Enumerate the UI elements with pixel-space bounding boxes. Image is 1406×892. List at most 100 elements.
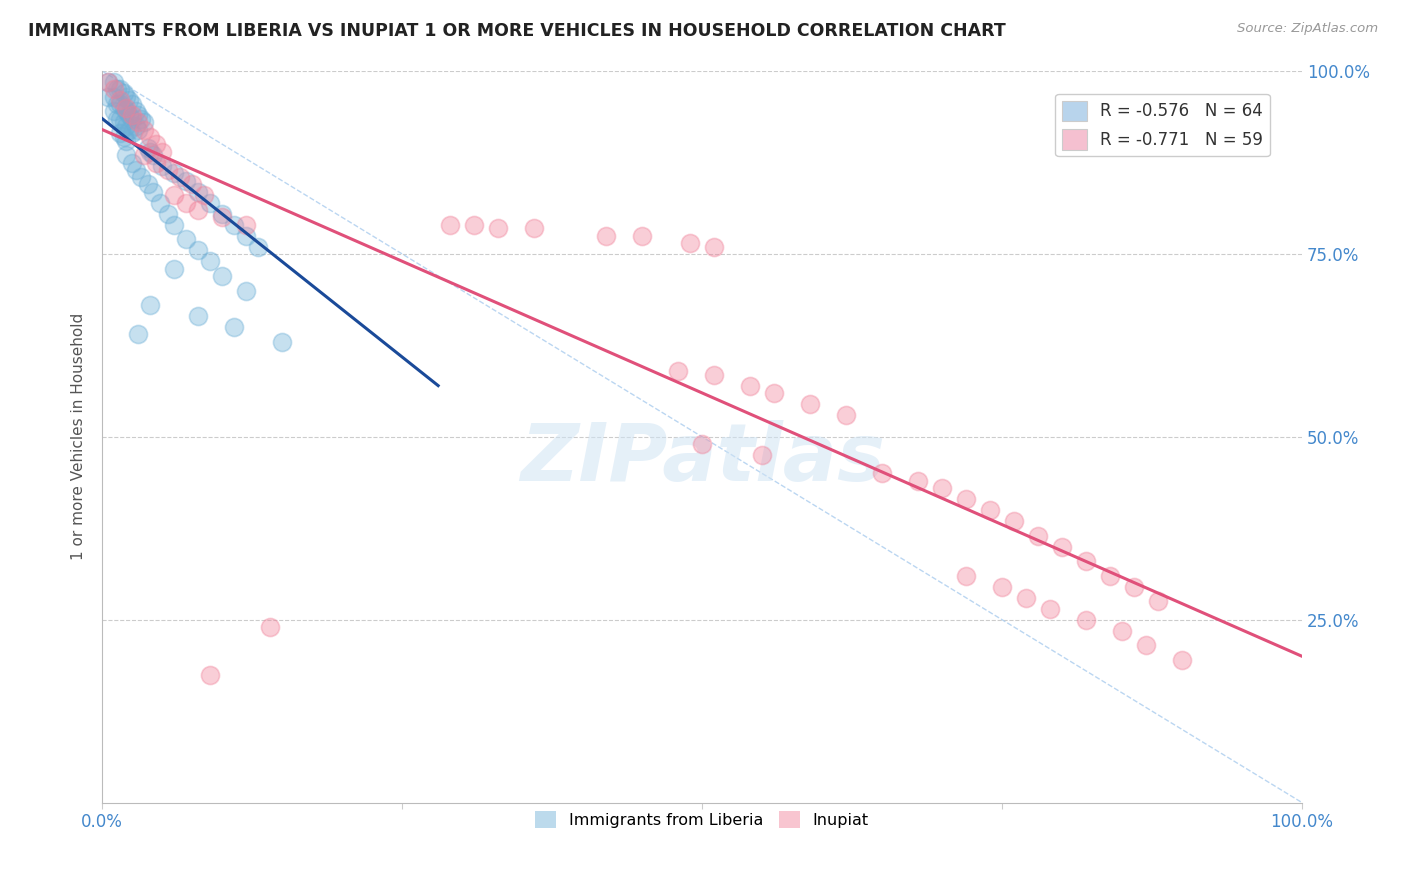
Text: IMMIGRANTS FROM LIBERIA VS INUPIAT 1 OR MORE VEHICLES IN HOUSEHOLD CORRELATION C: IMMIGRANTS FROM LIBERIA VS INUPIAT 1 OR … (28, 22, 1005, 40)
Point (1074, 613, 1097, 627)
Point (134, 115, 156, 129)
Point (115, 134, 138, 148)
Point (108, 93, 131, 107)
Point (1171, 653, 1194, 667)
Point (97, 89, 120, 103)
Point (136, 178, 159, 192)
Point (193, 188, 215, 202)
Text: Source: ZipAtlas.com: Source: ZipAtlas.com (1237, 22, 1378, 36)
Point (142, 185, 165, 199)
Point (108, 126, 131, 140)
Point (117, 122, 139, 136)
Point (211, 207, 233, 221)
Point (955, 569, 977, 583)
Point (121, 97, 143, 112)
Point (121, 112, 143, 126)
Point (163, 166, 186, 180)
Point (163, 188, 186, 202)
Point (991, 580, 1014, 594)
Point (1026, 528, 1049, 542)
Point (200, 254, 222, 268)
Point (907, 474, 929, 488)
Point (439, 218, 461, 232)
Point (259, 620, 281, 634)
Point (157, 162, 180, 177)
Point (103, 104, 125, 119)
Point (1111, 624, 1133, 638)
Point (486, 221, 509, 235)
Point (115, 101, 138, 115)
Point (139, 298, 162, 312)
Point (690, 437, 713, 451)
Point (149, 195, 172, 210)
Point (139, 129, 162, 144)
Point (115, 104, 138, 119)
Point (112, 115, 135, 129)
Point (163, 261, 186, 276)
Point (463, 218, 485, 232)
Text: ZIPatlas: ZIPatlas (520, 420, 884, 498)
Point (187, 202, 209, 217)
Point (1135, 638, 1157, 652)
Point (134, 122, 156, 136)
Point (235, 284, 257, 298)
Point (121, 155, 143, 169)
Point (235, 228, 257, 243)
Point (145, 137, 167, 152)
Point (139, 145, 162, 159)
Point (157, 207, 180, 221)
Point (740, 378, 762, 392)
Point (127, 122, 149, 136)
Point (247, 239, 270, 253)
Point (174, 195, 197, 210)
Point (103, 89, 125, 103)
Point (211, 268, 233, 283)
Point (121, 108, 143, 122)
Point (835, 408, 858, 422)
Point (136, 141, 159, 155)
Point (979, 503, 1001, 517)
Point (127, 115, 149, 129)
Point (103, 75, 125, 89)
Point (103, 82, 125, 96)
Point (115, 148, 138, 162)
Point (117, 108, 139, 122)
Point (125, 162, 148, 177)
Point (145, 155, 167, 169)
Point (97, 75, 120, 89)
Point (523, 221, 546, 235)
Point (121, 126, 143, 140)
Point (134, 148, 156, 162)
Point (181, 178, 204, 192)
Y-axis label: 1 or more Vehicles in Household: 1 or more Vehicles in Household (72, 313, 86, 560)
Point (163, 218, 186, 232)
Point (174, 232, 197, 246)
Point (1099, 569, 1122, 583)
Point (112, 86, 135, 100)
Point (108, 82, 131, 96)
Point (870, 467, 893, 481)
Point (169, 170, 191, 185)
Point (112, 101, 135, 115)
Point (115, 89, 138, 103)
Point (127, 108, 149, 122)
Point (931, 481, 953, 495)
Point (631, 228, 654, 243)
Point (1074, 554, 1097, 568)
Point (187, 185, 209, 199)
Point (125, 119, 148, 133)
Point (955, 491, 977, 506)
Point (1123, 580, 1146, 594)
Point (200, 667, 222, 681)
Point (235, 218, 257, 232)
Point (115, 119, 138, 133)
Point (174, 174, 197, 188)
Point (108, 112, 131, 126)
Point (1050, 540, 1073, 554)
Point (799, 397, 821, 411)
Point (142, 148, 165, 162)
Point (1002, 514, 1025, 528)
Point (105, 97, 128, 112)
Point (150, 159, 173, 173)
Legend: Immigrants from Liberia, Inupiat: Immigrants from Liberia, Inupiat (529, 805, 876, 835)
